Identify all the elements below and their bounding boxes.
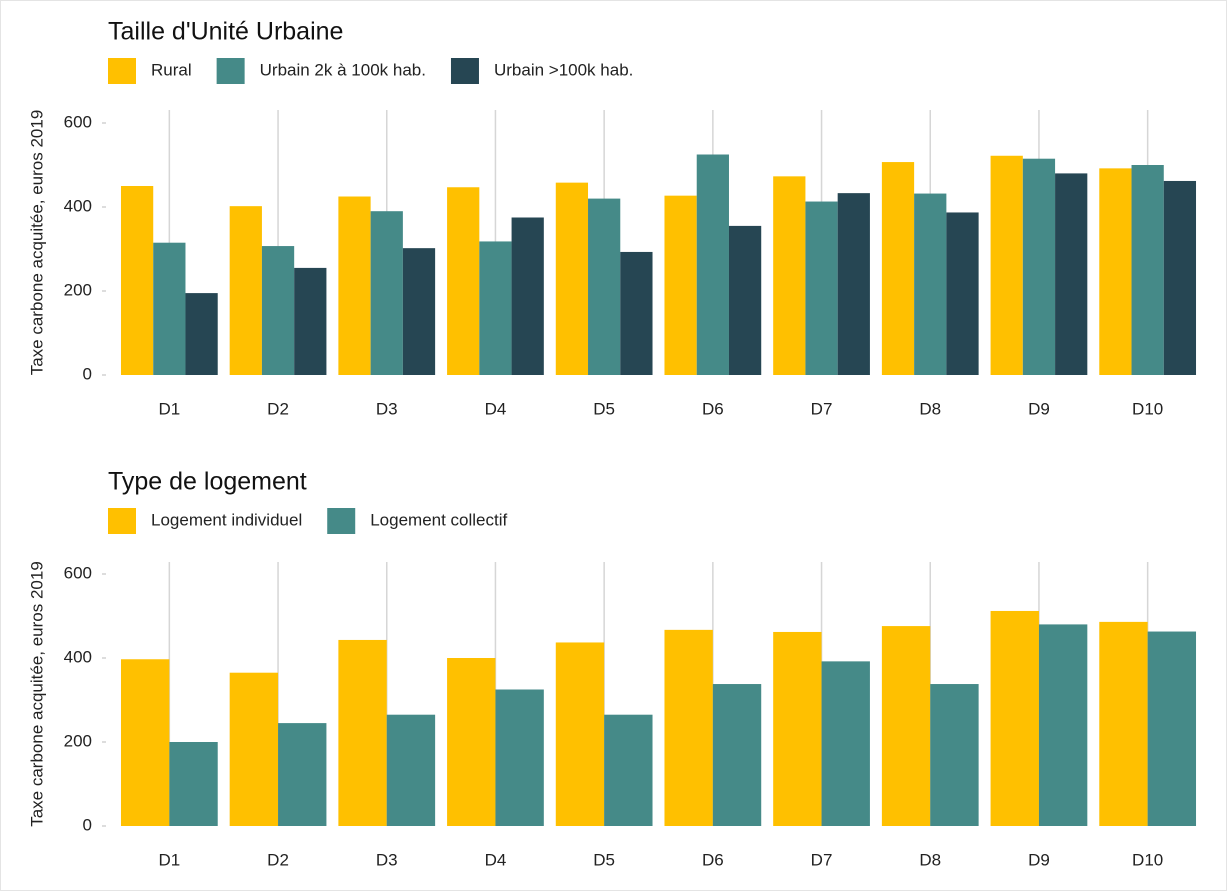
- x-tick-label: D5: [593, 399, 615, 418]
- y-axis-label: Taxe carbone acquitée, euros 2019: [27, 110, 46, 376]
- bar: [1131, 165, 1164, 375]
- legend-label: Urbain 2k à 100k hab.: [260, 60, 426, 79]
- bar: [990, 610, 1039, 826]
- bar: [1163, 180, 1197, 375]
- x-tick-label: D1: [158, 850, 180, 869]
- bar: [712, 684, 762, 826]
- x-tick-label: D6: [702, 399, 724, 418]
- x-tick-label: D7: [811, 399, 833, 418]
- bar: [728, 225, 762, 375]
- bar: [837, 193, 870, 375]
- legend-swatch: [108, 508, 136, 534]
- legend-swatch: [450, 58, 479, 84]
- bar: [664, 195, 697, 375]
- chart-title: Type de logement: [108, 468, 307, 496]
- bar: [479, 241, 512, 375]
- y-tick-label: 400: [64, 647, 92, 666]
- x-tick-label: D4: [485, 850, 507, 869]
- bar: [229, 206, 262, 375]
- legend-swatch: [108, 58, 136, 84]
- bar: [402, 248, 436, 375]
- x-tick-label: D3: [376, 850, 398, 869]
- bar: [386, 714, 436, 826]
- bar: [511, 217, 544, 375]
- y-tick-label: 200: [64, 280, 92, 299]
- bar: [1147, 631, 1197, 826]
- y-tick-label: 400: [64, 196, 92, 215]
- y-axis-label: Taxe carbone acquitée, euros 2019: [27, 561, 46, 827]
- legend-swatch: [327, 508, 356, 534]
- y-tick-label: 0: [83, 364, 92, 383]
- bar: [620, 251, 653, 375]
- x-tick-label: D2: [267, 850, 289, 869]
- x-tick-label: D3: [376, 399, 398, 418]
- bar: [261, 246, 295, 375]
- bar: [370, 211, 403, 375]
- bar: [881, 626, 931, 826]
- bar: [495, 689, 544, 826]
- bar: [185, 293, 218, 375]
- bar: [696, 154, 729, 375]
- legend-label: Logement collectif: [370, 510, 507, 529]
- bar: [821, 661, 870, 826]
- legend-swatch: [216, 58, 245, 84]
- bar: [447, 187, 480, 375]
- x-tick-label: D1: [158, 399, 180, 418]
- bar: [1099, 621, 1148, 826]
- y-tick-label: 600: [64, 563, 92, 582]
- x-tick-label: D8: [919, 850, 941, 869]
- legend-label: Urbain >100k hab.: [494, 60, 633, 79]
- y-tick-label: 0: [83, 815, 92, 834]
- x-tick-label: D2: [267, 399, 289, 418]
- bar: [1038, 624, 1088, 826]
- bar: [278, 723, 327, 826]
- legend-label: Logement individuel: [151, 510, 302, 529]
- bar: [338, 639, 387, 826]
- bar: [555, 182, 589, 375]
- x-tick-label: D8: [919, 399, 941, 418]
- bar: [990, 155, 1023, 375]
- bar: [120, 659, 170, 826]
- bar: [1055, 173, 1088, 375]
- x-tick-label: D10: [1132, 399, 1163, 418]
- bar: [169, 742, 218, 826]
- bar: [946, 212, 979, 375]
- y-tick-label: 600: [64, 112, 92, 131]
- bar: [294, 267, 327, 375]
- bar: [338, 196, 371, 375]
- bar: [447, 658, 496, 826]
- x-tick-label: D9: [1028, 850, 1050, 869]
- x-tick-label: D7: [811, 850, 833, 869]
- bar: [1022, 158, 1056, 375]
- bar: [120, 186, 154, 375]
- bar: [881, 162, 915, 375]
- bar: [153, 242, 186, 375]
- bar: [555, 642, 605, 826]
- y-tick-label: 200: [64, 731, 92, 750]
- bar: [805, 201, 838, 375]
- bar: [914, 193, 947, 375]
- x-tick-label: D5: [593, 850, 615, 869]
- chart-title: Taille d'Unité Urbaine: [108, 18, 343, 46]
- bar: [1099, 168, 1132, 375]
- bar: [773, 176, 806, 375]
- x-tick-label: D4: [485, 399, 507, 418]
- bar: [773, 631, 822, 826]
- bar: [229, 672, 279, 826]
- bar: [604, 714, 653, 826]
- bar: [930, 684, 979, 826]
- bar: [588, 198, 621, 375]
- x-tick-label: D9: [1028, 399, 1050, 418]
- x-tick-label: D10: [1132, 850, 1163, 869]
- legend-label: Rural: [151, 60, 192, 79]
- x-tick-label: D6: [702, 850, 724, 869]
- bar: [664, 629, 713, 826]
